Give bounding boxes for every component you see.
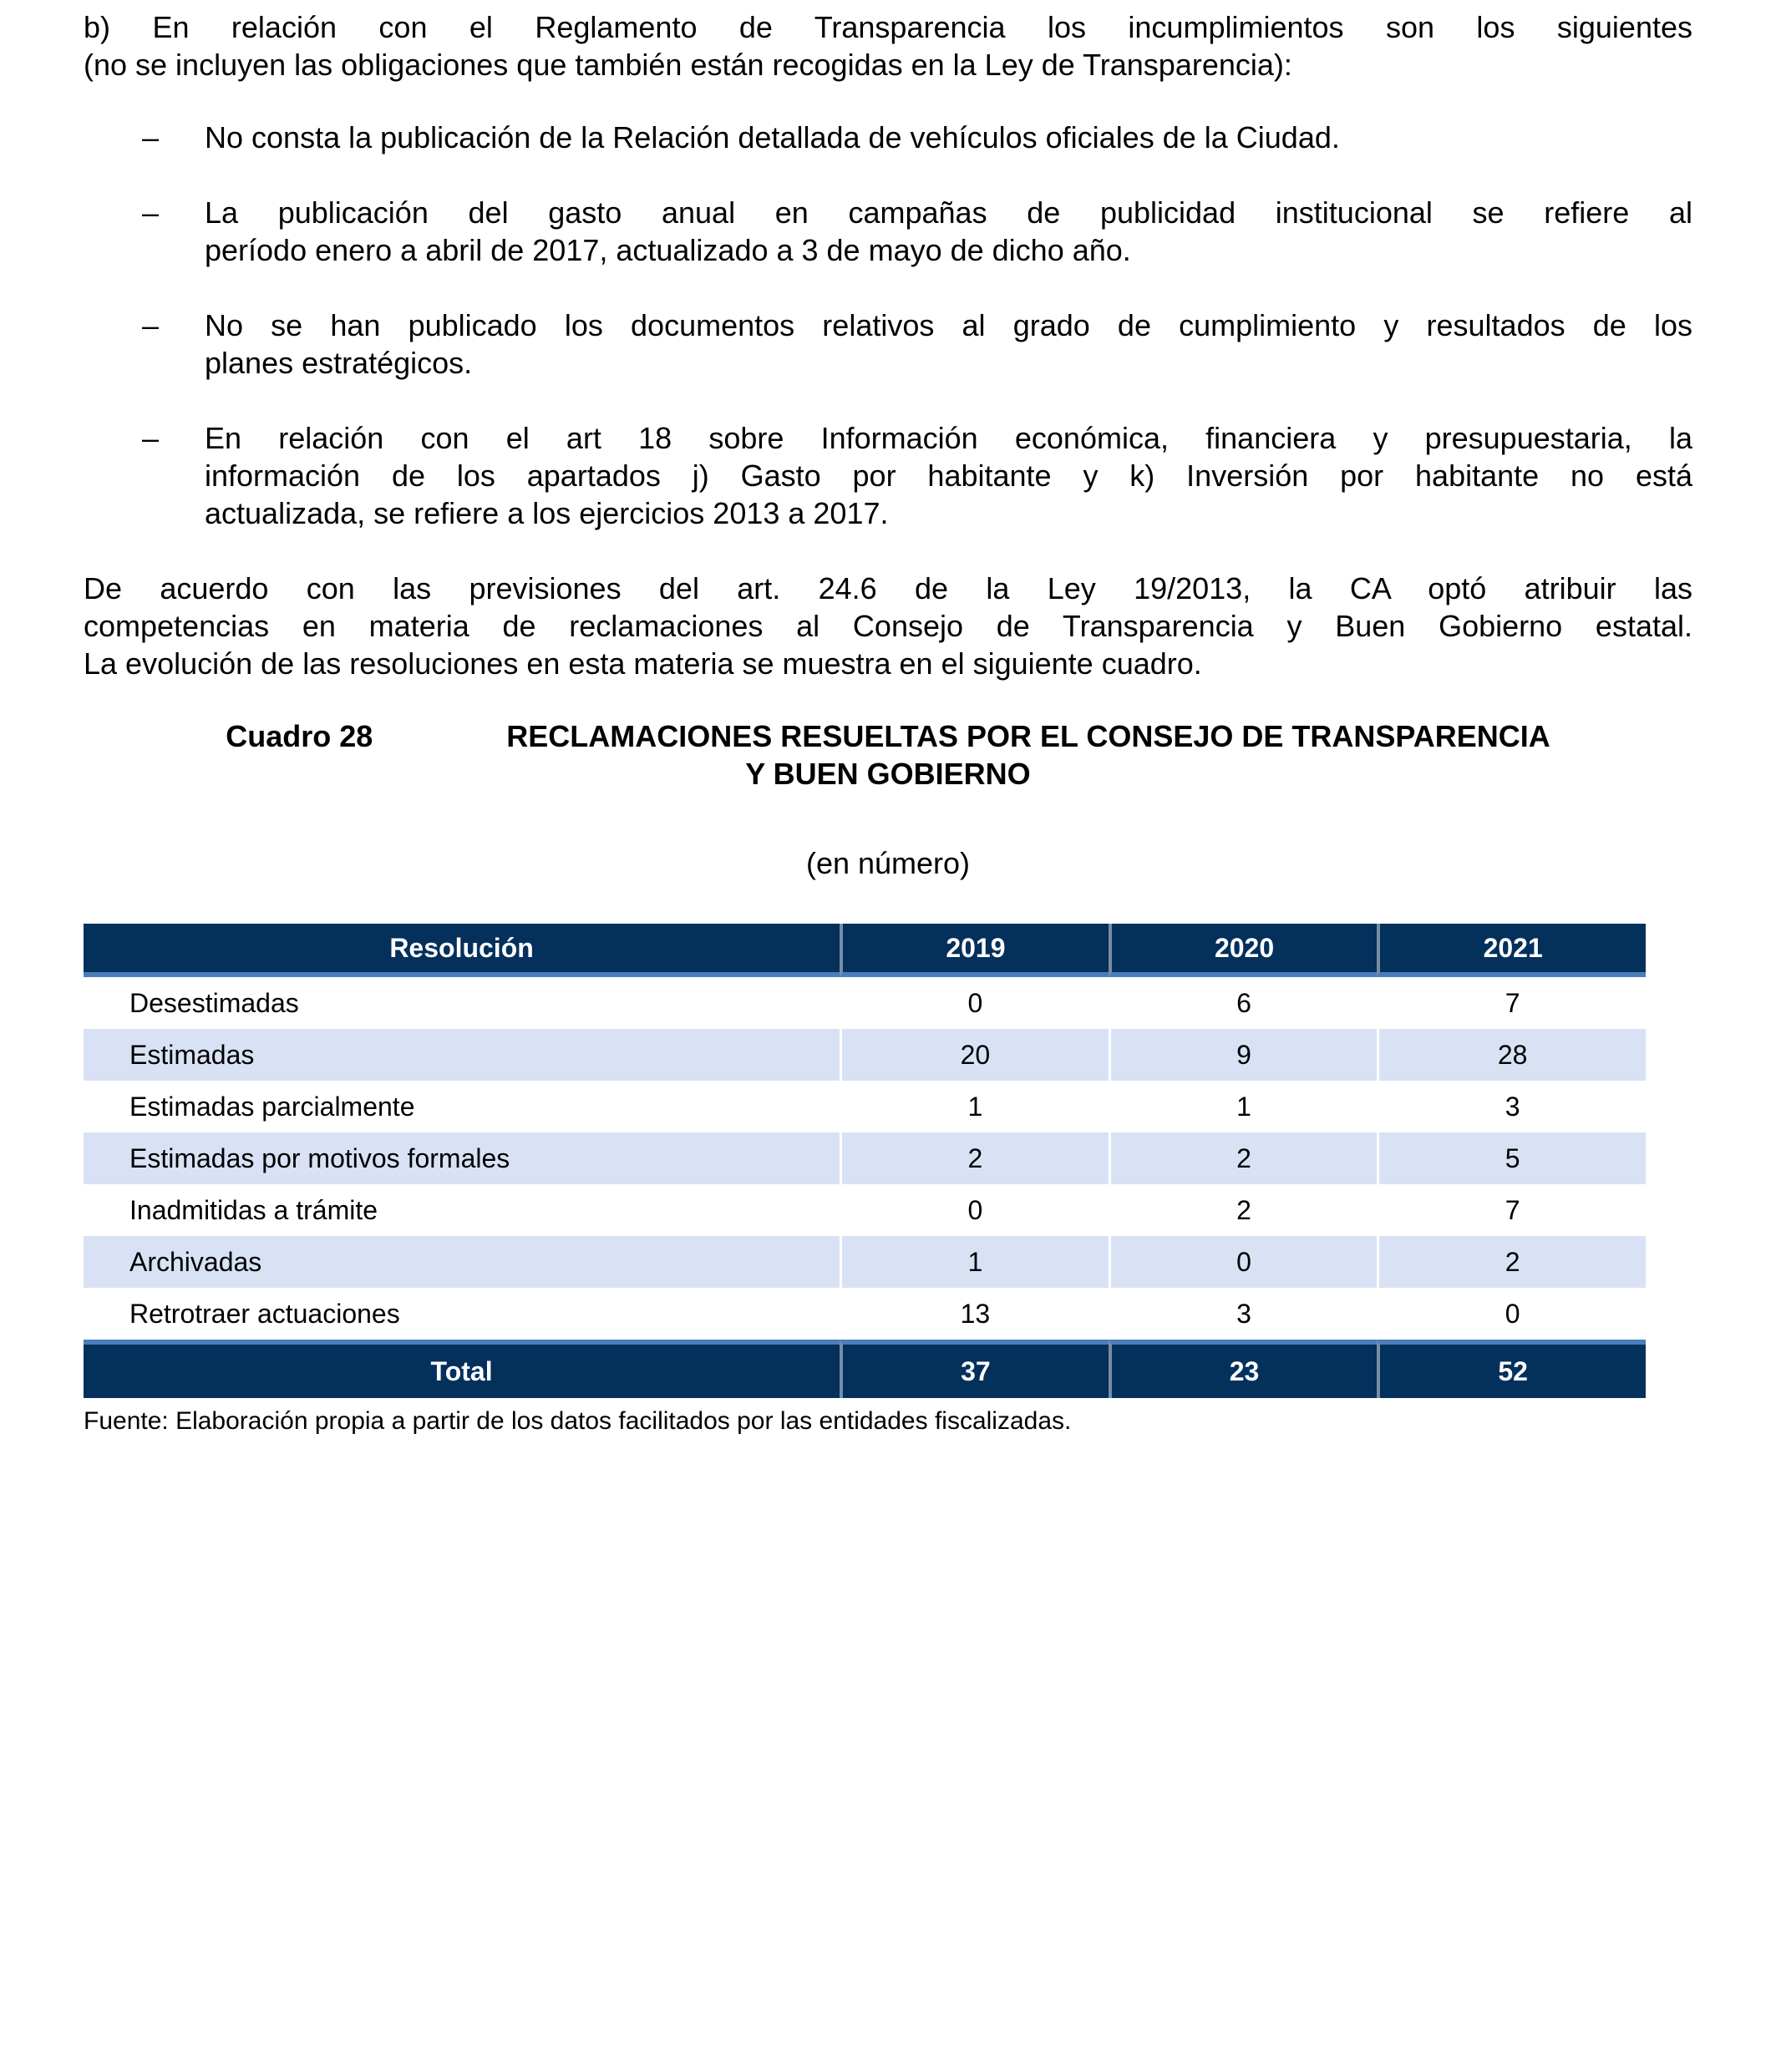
intro-paragraph: b) En relación con el Reglamento de Tran… [84,10,1692,82]
finding-item: – No consta la publicación de la Relació… [84,119,1692,156]
body-paragraph: De acuerdo con las previsiones del art. … [84,571,1692,681]
finding-text: No consta la publicación de la Relación … [205,120,1340,155]
table-row: Archivadas 1 0 2 [84,1236,1646,1288]
row-value-2019: 1 [840,1081,1109,1132]
finding-text: La publicación del gasto anual en campañ… [205,195,1692,267]
total-2021: 52 [1377,1340,1646,1398]
source-note: Fuente: Elaboración propia a partir de l… [84,1407,1072,1435]
document-page: b) En relación con el Reglamento de Tran… [84,10,1692,1435]
total-label: Total [84,1340,840,1398]
row-label: Archivadas [84,1236,840,1288]
table-row: Estimadas parcialmente 1 1 3 [84,1081,1646,1132]
row-value-2019: 13 [840,1288,1109,1340]
finding-text: En relación con el art 18 sobre Informac… [205,421,1692,530]
table-row: Retrotraer actuaciones 13 3 0 [84,1288,1646,1340]
dash-bullet: – [142,120,160,155]
caption-title-line1: RECLAMACIONES RESUELTAS POR EL CONSEJO D… [506,719,1550,753]
row-value-2021: 5 [1377,1132,1646,1184]
row-value-2021: 7 [1377,1184,1646,1236]
resolutions-table-header: Resolución 2019 2020 2021 [84,924,1646,977]
finding-item: – En relación con el art 18 sobre Inform… [84,419,1692,532]
row-value-2021: 2 [1377,1236,1646,1288]
table-row: Desestimadas 0 6 7 [84,977,1646,1029]
table-row: Inadmitidas a trámite 0 2 7 [84,1184,1646,1236]
findings-list: – No consta la publicación de la Relació… [84,119,1692,532]
table-row: Estimadas por motivos formales 2 2 5 [84,1132,1646,1184]
row-label: Estimadas por motivos formales [84,1132,840,1184]
column-header-2020: 2020 [1108,924,1378,977]
row-label: Retrotraer actuaciones [84,1288,840,1340]
row-value-2021: 3 [1377,1081,1646,1132]
row-label: Estimadas parcialmente [84,1081,840,1132]
row-value-2021: 0 [1377,1288,1646,1340]
row-label: Estimadas [84,1029,840,1081]
row-value-2019: 0 [840,977,1109,1029]
row-value-2020: 9 [1108,1029,1378,1081]
row-label: Inadmitidas a trámite [84,1184,840,1236]
row-value-2019: 0 [840,1184,1109,1236]
column-header-2019: 2019 [840,924,1109,977]
row-value-2020: 2 [1108,1184,1378,1236]
finding-text: No se han publicado los documentos relat… [205,308,1692,380]
row-value-2019: 20 [840,1029,1109,1081]
table-caption: Cuadro 28 RECLAMACIONES RESUELTAS POR EL… [84,717,1692,793]
table-caption-line1: Cuadro 28 RECLAMACIONES RESUELTAS POR EL… [84,717,1692,755]
dash-bullet: – [142,195,160,230]
row-value-2020: 1 [1108,1081,1378,1132]
total-2019: 37 [840,1340,1109,1398]
row-value-2021: 28 [1377,1029,1646,1081]
column-header-resolucion: Resolución [84,924,840,977]
row-value-2019: 2 [840,1132,1109,1184]
caption-number: Cuadro 28 [226,719,373,753]
table-row: Estimadas 20 9 28 [84,1029,1646,1081]
finding-item: – La publicación del gasto anual en camp… [84,194,1692,269]
row-label: Desestimadas [84,977,840,1029]
header-row: Resolución 2019 2020 2021 [84,924,1646,977]
row-value-2020: 6 [1108,977,1378,1029]
row-value-2020: 3 [1108,1288,1378,1340]
dash-bullet: – [142,421,160,455]
resolutions-table-footer: Total 37 23 52 [84,1340,1646,1398]
resolutions-table-body: Desestimadas 0 6 7 Estimadas 20 9 28 Est… [84,977,1646,1340]
row-value-2020: 0 [1108,1236,1378,1288]
finding-item: – No se han publicado los documentos rel… [84,306,1692,382]
row-value-2020: 2 [1108,1132,1378,1184]
caption-title-line2: Y BUEN GOBIERNO [745,757,1031,791]
unit-note: (en número) [805,846,971,880]
row-value-2021: 7 [1377,977,1646,1029]
column-header-2021: 2021 [1377,924,1646,977]
row-value-2019: 1 [840,1236,1109,1288]
dash-bullet: – [142,308,160,342]
total-row: Total 37 23 52 [84,1340,1646,1398]
total-2020: 23 [1108,1340,1378,1398]
resolutions-table: Resolución 2019 2020 2021 Desestimadas 0… [84,924,1646,1398]
